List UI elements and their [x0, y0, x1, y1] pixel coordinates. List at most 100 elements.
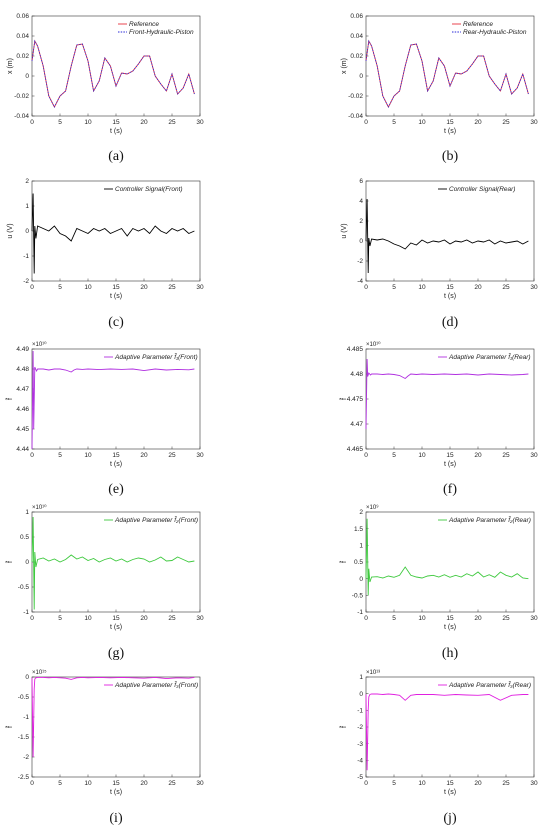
- legend-entry: Adaptive Parameter f̂₂(Rear): [448, 516, 531, 524]
- y-tick-label: 0.5: [20, 534, 29, 541]
- x-tick-label: 10: [84, 284, 92, 291]
- chart-panel-a: 0 5 10 15 20 25 30 0.06 0.04 0.02 0 -0.02 -0.04 t (s)…: [7, 13, 204, 164]
- panel-caption: (f): [443, 482, 457, 497]
- y-tick-label: 0.02: [350, 53, 363, 60]
- y-axis-exponent: ×10¹⁵: [32, 669, 47, 676]
- y-tick-label: 4.47: [16, 386, 29, 393]
- chart-panel-h: 0 5 10 15 20 25 30 2 1.5 1 0.5 0 -0.5 -1 t (s) f̂ ×10⁹ Ad…: [340, 504, 538, 661]
- legend-entry: Adaptive Parameter f̂₂(Front): [114, 516, 198, 524]
- x-tick-label: 10: [418, 615, 426, 622]
- chart-panel-b: 0 5 10 15 20 25 30 0.06 0.04 0.02 0 -0.02 -0.04 t (s)…: [341, 13, 538, 164]
- y-tick-label: 6: [359, 178, 363, 185]
- y-tick-label: -2: [357, 724, 363, 731]
- x-tick-label: 20: [474, 615, 482, 622]
- chart-panel-f: 0 5 10 15 20 25 30 4.485 4.48 4.475 4.47 4.465 t (s)…: [340, 341, 538, 497]
- y-axis-exponent: ×10⁹: [366, 504, 379, 511]
- x-axis-label: t (s): [444, 293, 456, 300]
- x-tick-label: 10: [418, 284, 426, 291]
- y-tick-label: 0: [359, 691, 363, 698]
- y-tick-label: 2: [25, 178, 29, 185]
- x-axis-label: t (s): [110, 461, 122, 468]
- x-tick-label: 25: [502, 119, 510, 126]
- x-tick-label: 20: [140, 452, 148, 459]
- y-tick-label: 4.49: [16, 346, 29, 353]
- y-tick-label: -3: [357, 741, 363, 748]
- legend-entry: Adaptive Parameter f̂₁(Rear): [448, 353, 531, 361]
- y-tick-label: 1.5: [354, 526, 363, 533]
- plot-area: [31, 676, 201, 778]
- y-tick-label: 0: [359, 576, 363, 583]
- x-tick-label: 25: [502, 780, 510, 787]
- x-tick-label: 20: [140, 615, 148, 622]
- plot-area: [365, 511, 535, 613]
- y-axis-label: f̂: [340, 725, 348, 729]
- y-tick-label: -4: [357, 758, 363, 765]
- x-tick-label: 5: [392, 119, 396, 126]
- y-tick-label: 0: [359, 238, 363, 245]
- y-tick-label: 4.44: [16, 446, 29, 453]
- x-tick-label: 15: [112, 780, 120, 787]
- y-tick-label: 4: [359, 198, 363, 205]
- x-tick-label: 15: [446, 284, 454, 291]
- panel-caption: (c): [108, 315, 124, 330]
- legend-entry: Adaptive Parameter f̂₃(Front): [114, 681, 198, 689]
- y-axis-label: f̂: [6, 725, 14, 729]
- y-tick-label: 2: [359, 509, 363, 516]
- x-axis-label: t (s): [444, 624, 456, 631]
- plot-area: [365, 348, 535, 450]
- y-tick-label: 0.04: [16, 33, 29, 40]
- x-tick-label: 10: [84, 780, 92, 787]
- y-tick-label: 1: [25, 509, 29, 516]
- plot-area: [31, 15, 201, 117]
- x-tick-label: 30: [196, 284, 204, 291]
- x-tick-label: 30: [530, 615, 538, 622]
- x-tick-label: 15: [446, 615, 454, 622]
- x-tick-label: 5: [392, 780, 396, 787]
- x-axis-label: t (s): [110, 293, 122, 300]
- legend-entry: Controller Signal(Front): [115, 186, 183, 193]
- x-tick-label: 0: [364, 615, 368, 622]
- y-tick-label: 0.06: [350, 13, 363, 20]
- x-tick-label: 20: [474, 780, 482, 787]
- x-tick-label: 5: [58, 284, 62, 291]
- y-tick-label: 0.06: [16, 13, 29, 20]
- y-tick-label: -2.5: [18, 774, 30, 781]
- y-tick-label: 0: [25, 674, 29, 681]
- series-line-0: [31, 193, 195, 274]
- x-tick-label: 0: [30, 615, 34, 622]
- x-tick-label: 5: [392, 615, 396, 622]
- panel-caption: (h): [442, 646, 459, 661]
- legend-entry: Rear-Hydraulic-Piston: [463, 29, 527, 36]
- y-tick-label: -0.5: [18, 694, 30, 701]
- series-line-1: [31, 39, 195, 108]
- y-tick-label: -1: [23, 609, 29, 616]
- y-axis-label: f̂: [6, 397, 14, 401]
- x-tick-label: 25: [502, 284, 510, 291]
- x-tick-label: 30: [196, 780, 204, 787]
- panel-caption: (i): [109, 811, 123, 826]
- y-tick-label: 4.465: [347, 446, 364, 453]
- y-axis-exponent: ×10¹³: [366, 670, 380, 676]
- legend-entry: Reference: [129, 21, 159, 28]
- y-axis-label: u (V): [7, 223, 14, 238]
- x-tick-label: 5: [392, 284, 396, 291]
- series-line-0: [31, 350, 195, 450]
- y-tick-label: 1: [359, 674, 363, 681]
- x-axis-label: t (s): [110, 624, 122, 631]
- x-tick-label: 5: [392, 452, 396, 459]
- x-tick-label: 10: [418, 780, 426, 787]
- y-tick-label: 4.47: [350, 421, 363, 428]
- y-tick-label: 4.46: [16, 406, 29, 413]
- y-tick-label: 0: [25, 228, 29, 235]
- x-tick-label: 30: [530, 452, 538, 459]
- plot-area: [365, 15, 535, 117]
- y-axis-label: x (m): [341, 58, 348, 74]
- x-tick-label: 15: [112, 119, 120, 126]
- y-tick-label: -2: [23, 754, 29, 761]
- x-tick-label: 0: [364, 452, 368, 459]
- x-tick-label: 10: [418, 452, 426, 459]
- x-tick-label: 20: [474, 119, 482, 126]
- x-tick-label: 15: [446, 452, 454, 459]
- y-tick-label: -1: [23, 714, 29, 721]
